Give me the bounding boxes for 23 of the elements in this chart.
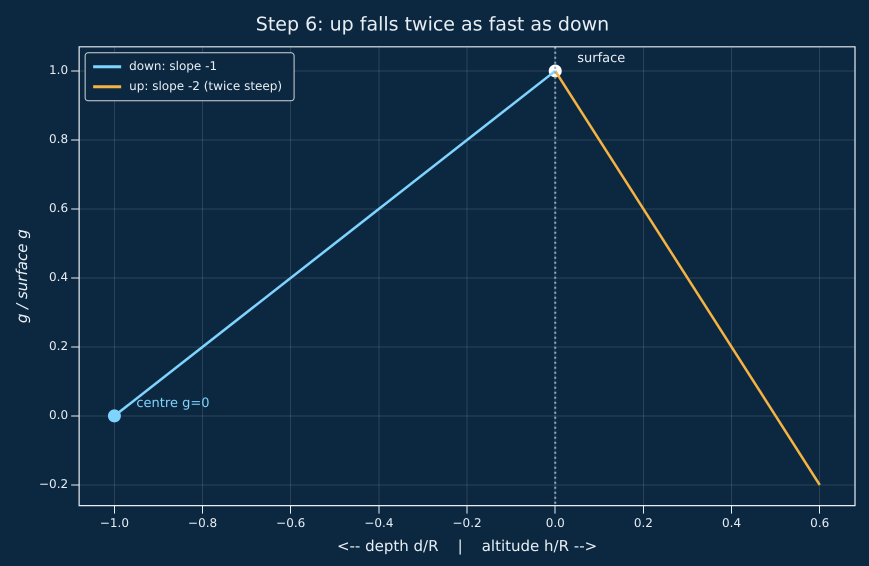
y-tick-label: 0.6 <box>49 201 68 216</box>
y-tick-label: 1.0 <box>49 63 68 78</box>
x-tick-label: 0.4 <box>722 516 742 530</box>
x-tick-label: −0.8 <box>188 516 218 530</box>
x-tick-label: −0.2 <box>452 516 482 530</box>
annotation: centre g=0 <box>136 396 210 411</box>
x-tick-label: 0.6 <box>810 516 830 530</box>
x-tick-label: −0.4 <box>364 516 394 530</box>
y-tick-label: 0.4 <box>49 270 68 284</box>
y-tick-label: −0.2 <box>39 477 68 492</box>
legend-label: up: slope -2 (twice steep) <box>129 78 282 93</box>
legend-label: down: slope -1 <box>129 58 218 73</box>
y-tick-label: 0.2 <box>49 339 68 354</box>
x-tick-label: −0.6 <box>276 516 306 530</box>
y-axis-title: g / surface g <box>12 229 31 324</box>
annotation: surface <box>577 50 626 66</box>
x-tick-label: 0.2 <box>634 516 653 530</box>
chart-title: Step 6: up falls twice as fast as down <box>256 13 610 36</box>
y-tick-label: 0.0 <box>49 408 68 422</box>
x-tick-label: 0.0 <box>546 516 565 530</box>
y-tick-label: 0.8 <box>49 132 68 146</box>
x-tick-label: −1.0 <box>100 516 129 530</box>
x-axis-title: <-- depth d/R | altitude h/R --> <box>336 536 598 555</box>
